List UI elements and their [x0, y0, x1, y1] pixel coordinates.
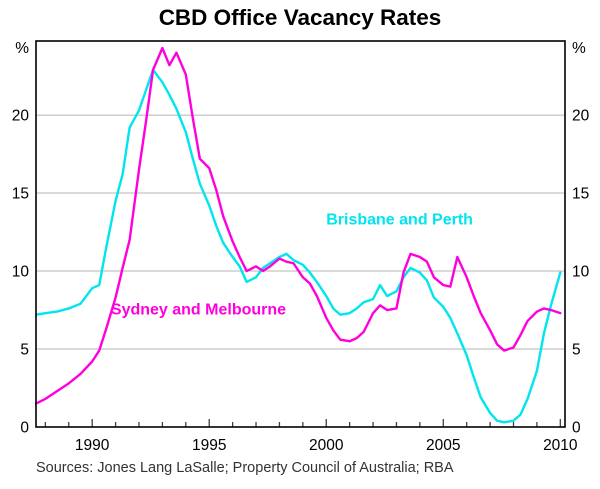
series-line	[34, 46, 562, 405]
y-axis-unit-left: %	[15, 40, 29, 57]
y-tick-label: 0	[20, 420, 29, 437]
x-axis-major-ticks	[91, 419, 561, 427]
y-tick-label: 0	[572, 420, 581, 437]
x-tick-label: 1995	[192, 437, 226, 454]
series-line	[34, 68, 562, 424]
y-tick-label: 10	[572, 264, 590, 281]
data-series-group	[34, 46, 562, 424]
y-axis-tick-labels-right: 0 5 10 15 20	[572, 108, 590, 437]
series-annotations: Brisbane and Perth Sydney and Melbourne	[111, 211, 473, 318]
series-label: Brisbane and Perth	[326, 211, 473, 228]
y-tick-label: 5	[20, 342, 29, 359]
y-tick-label: 20	[12, 108, 30, 125]
gridlines	[36, 114, 565, 350]
x-tick-label: 2005	[426, 437, 460, 454]
x-tick-label: 2000	[309, 437, 344, 454]
y-tick-label: 10	[12, 264, 30, 281]
y-axis-unit-right: %	[572, 40, 586, 57]
plot-frame	[35, 40, 566, 428]
y-tick-label: 20	[572, 108, 590, 125]
series-label: Sydney and Melbourne	[111, 302, 286, 319]
page-title: CBD Office Vacancy Rates	[159, 5, 442, 30]
y-tick-label: 15	[12, 186, 29, 203]
x-axis-tick-labels: 1990 1995 2000 2005 2010	[75, 437, 578, 454]
y-tick-label: 15	[572, 186, 589, 203]
y-axis-tick-labels-left: 0 5 10 15 20	[12, 108, 30, 437]
x-axis-minor-ticks	[44, 422, 538, 427]
y-tick-label: 5	[572, 342, 581, 359]
source-note: Sources: Jones Lang LaSalle; Property Co…	[36, 460, 454, 476]
x-tick-label: 1990	[75, 437, 110, 454]
x-tick-label: 2010	[543, 437, 578, 454]
